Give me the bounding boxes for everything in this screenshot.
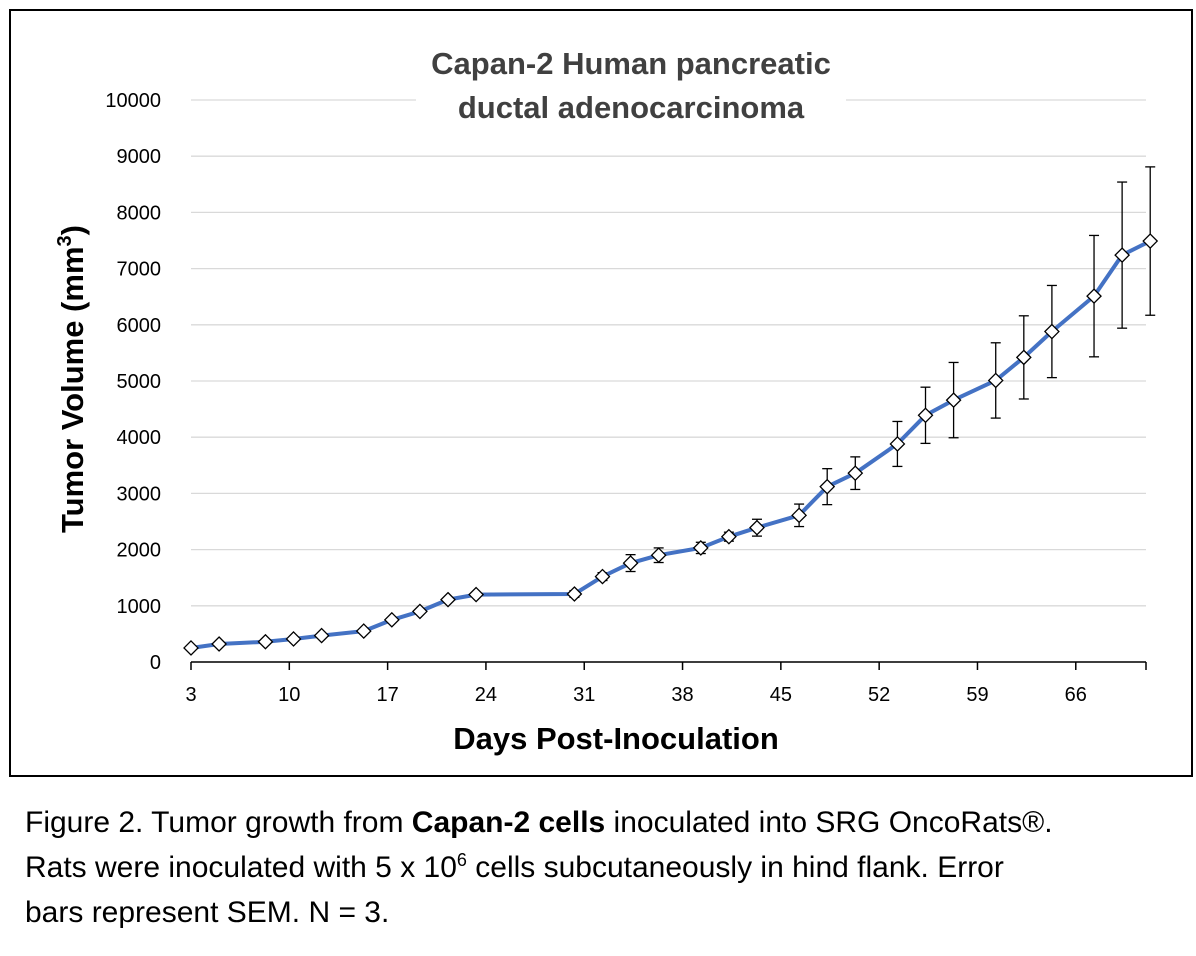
data-point xyxy=(183,640,199,656)
y-axis-title: Tumor Volume (mm3) xyxy=(54,225,90,533)
data-markers xyxy=(183,233,1159,656)
x-tick-label: 52 xyxy=(868,684,890,706)
data-point xyxy=(720,528,737,545)
y-tick-label: 9000 xyxy=(117,146,162,168)
data-point xyxy=(791,507,808,524)
tumor-growth-chart: 0 1000 2000 3000 4000 5000 6000 7000 8000 9000 100… xyxy=(54,46,1159,756)
data-point xyxy=(285,631,302,647)
data-point xyxy=(211,636,228,652)
y-tick-labels: 0 1000 2000 3000 4000 5000 6000 7000 8000 9000 100… xyxy=(105,90,161,674)
data-point xyxy=(1086,288,1102,305)
x-tick-label: 66 xyxy=(1065,684,1087,706)
data-point xyxy=(313,627,330,644)
caption-line-3: bars represent SEM. N = 3. xyxy=(25,896,390,929)
gridlines xyxy=(191,99,1146,663)
y-axis-title-superscript: 3 xyxy=(54,235,76,246)
data-point xyxy=(987,372,1004,389)
caption-line1-suffix: inoculated into SRG OncoRats®. xyxy=(605,806,1053,839)
data-point xyxy=(945,392,962,409)
y-tick-label: 4000 xyxy=(117,427,162,449)
caption-line-1: Figure 2. Tumor growth from Capan-2 cell… xyxy=(25,800,1185,845)
error-bars xyxy=(569,166,1156,599)
data-point xyxy=(847,465,864,482)
data-point xyxy=(566,586,583,602)
data-point xyxy=(411,603,428,620)
x-tick-label: 45 xyxy=(770,684,792,706)
data-point xyxy=(650,547,667,564)
y-tick-label: 7000 xyxy=(117,259,162,281)
data-point xyxy=(594,568,611,585)
x-axis-title: Days Post-Inoculation xyxy=(453,721,779,756)
data-point xyxy=(917,407,934,424)
x-tick-label: 24 xyxy=(475,684,497,706)
chart-title-line-1: Capan-2 Human pancreatic xyxy=(431,46,831,81)
x-tick-label: 31 xyxy=(573,684,595,706)
caption-line2-prefix: Rats were inoculated with 5 x 10 xyxy=(25,851,457,884)
caption-prefix: Figure 2. Tumor growth from xyxy=(25,806,412,839)
x-tick-label: 10 xyxy=(278,684,300,706)
data-point xyxy=(383,611,400,628)
data-point xyxy=(468,586,485,603)
caption-line2-suffix: cells subcutaneously in hind flank. Erro… xyxy=(466,851,1004,884)
chart-title-line-2: ductal adenocarcinoma xyxy=(458,90,805,125)
data-point xyxy=(749,519,765,536)
data-point xyxy=(1043,323,1060,340)
data-point xyxy=(1114,247,1131,264)
data-point xyxy=(692,539,709,556)
data-point xyxy=(355,623,372,640)
y-tick-label: 2000 xyxy=(117,540,162,562)
data-point xyxy=(1142,233,1159,249)
caption-superscript: 6 xyxy=(456,850,467,870)
x-tick-label: 3 xyxy=(185,684,196,706)
data-point xyxy=(819,478,836,495)
title-background xyxy=(416,47,846,147)
caption-line-2: Rats were inoculated with 5 x 106 cells … xyxy=(25,845,1185,890)
caption-bold: Capan-2 cells xyxy=(411,806,606,839)
data-point xyxy=(889,436,906,452)
series-line xyxy=(190,239,1152,650)
y-axis-title-close: ) xyxy=(55,225,90,235)
x-axis xyxy=(190,661,1147,670)
y-tick-label: 0 xyxy=(150,652,161,674)
y-axis-title-text: Tumor Volume (mm xyxy=(55,246,90,532)
x-tick-labels: 3 10 17 24 31 38 45 52 59 66 xyxy=(185,684,1086,706)
y-tick-label: 3000 xyxy=(117,483,162,505)
x-tick-label: 59 xyxy=(966,684,988,706)
x-tick-label: 38 xyxy=(671,684,693,706)
chart-frame: 0 1000 2000 3000 4000 5000 6000 7000 8000 9000 100… xyxy=(9,9,1193,777)
data-point xyxy=(257,633,274,650)
y-tick-label: 10000 xyxy=(105,90,161,112)
data-point xyxy=(1015,349,1032,366)
data-point xyxy=(440,591,456,608)
y-tick-label: 1000 xyxy=(117,596,162,618)
figure-caption: Figure 2. Tumor growth from Capan-2 cell… xyxy=(25,800,1185,935)
data-point xyxy=(622,555,639,572)
y-tick-label: 8000 xyxy=(117,202,162,224)
y-tick-label: 5000 xyxy=(117,371,162,393)
x-tick-label: 17 xyxy=(376,684,398,706)
y-tick-label: 6000 xyxy=(117,315,162,337)
